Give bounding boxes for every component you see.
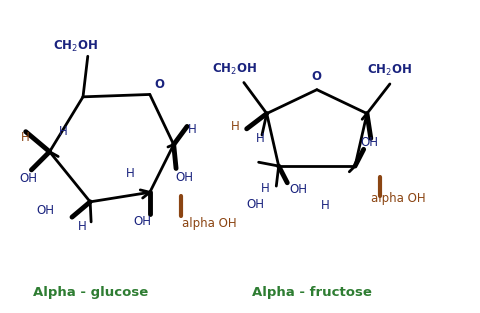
Text: O: O <box>311 70 321 83</box>
Text: H: H <box>20 131 29 144</box>
Text: OH: OH <box>19 172 37 185</box>
Text: Alpha - glucose: Alpha - glucose <box>33 286 147 299</box>
Text: H: H <box>59 125 67 138</box>
Text: OH: OH <box>289 183 307 197</box>
Text: H: H <box>126 167 135 180</box>
Text: CH$_2$OH: CH$_2$OH <box>366 63 411 78</box>
Text: H: H <box>77 220 86 233</box>
Text: CH$_2$OH: CH$_2$OH <box>53 39 98 54</box>
Text: H: H <box>231 120 240 133</box>
Text: H: H <box>187 123 196 136</box>
Text: O: O <box>154 79 164 91</box>
Text: alpha OH: alpha OH <box>182 217 236 230</box>
Text: H: H <box>256 132 264 145</box>
Text: CH$_2$OH: CH$_2$OH <box>212 62 257 77</box>
Text: OH: OH <box>133 215 151 228</box>
Text: H: H <box>261 182 269 195</box>
Text: OH: OH <box>175 171 193 183</box>
Text: alpha OH: alpha OH <box>370 192 424 204</box>
Text: OH: OH <box>36 204 55 217</box>
Text: H: H <box>321 199 329 212</box>
Text: OH: OH <box>360 136 378 149</box>
Text: Alpha - fructose: Alpha - fructose <box>252 286 371 299</box>
Text: OH: OH <box>246 198 264 211</box>
